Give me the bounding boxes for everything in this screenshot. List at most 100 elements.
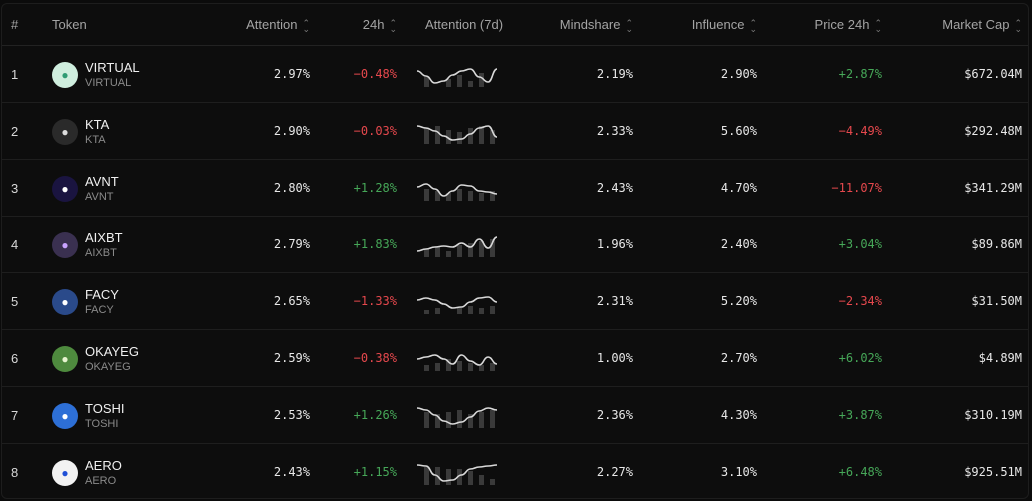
spark-bar [468,470,473,485]
spark-line [416,296,498,309]
spark-bar [490,363,495,371]
spark-bar [424,411,429,428]
spark-bar [446,411,451,428]
price-24h-value: +3.87% [838,407,882,422]
spark-bar [479,241,484,258]
spark-bar [490,409,495,428]
influence-value: 3.10% [720,464,757,479]
spark-bar [468,127,473,144]
spark-bar [468,190,473,201]
spark-bar [457,361,462,371]
marketcap-value: $4.89M [978,351,1022,365]
spark-bar [479,73,484,87]
spark-bar [479,474,484,485]
spark-bar [435,308,440,315]
table-row[interactable]: 4 ● AIXBT AIXBT 2.79% +1.83% 1.96% 2.40%… [2,216,1028,274]
table-row[interactable]: 8 ● AERO AERO 2.43% +1.15% 2.27% 3.10% +… [2,444,1028,498]
change-24h-value: +1.15% [353,464,397,479]
kta-logo-icon: ● [52,118,78,145]
token-name[interactable]: AERO [85,457,122,473]
spark-bar [435,413,440,428]
token-name[interactable]: KTA [85,116,110,132]
spark-bar [479,308,484,315]
table-row[interactable]: 3 ● AVNT AVNT 2.80% +1.28% 2.43% 4.70% −… [2,160,1028,217]
spark-line [416,406,498,425]
change-24h-value: −1.33% [353,294,397,309]
influence-value: 5.60% [720,123,757,138]
table-row[interactable]: 5 ● FACY FACY 2.65% −1.33% 2.31% 5.20% −… [2,273,1028,331]
spark-bar [435,363,440,371]
sort-icon: ⌃ ⌄ [389,17,397,34]
aero-logo-icon: ● [52,459,78,486]
col-mindshare-label: Mindshare [559,17,621,32]
spark-bar [490,306,495,315]
spark-bar [457,308,462,315]
col-marketcap-sort[interactable]: Market Cap ⌃ ⌄ [902,4,1022,46]
attention-value: 2.43% [273,464,310,479]
spark-bar [457,409,462,428]
attention-sparkline [416,182,498,201]
table-row[interactable]: 6 ● OKAYEG OKAYEG 2.59% −0.38% 1.00% 2.7… [2,330,1028,387]
spark-bar [479,192,484,201]
col-influence-label: Influence [691,17,745,32]
table-row[interactable]: 1 ● VIRTUAL VIRTUAL 2.97% −0.48% 2.19% 2… [2,46,1028,103]
token-name[interactable]: FACY [85,287,119,303]
col-24h-sort[interactable]: 24h ⌃ ⌄ [332,4,397,46]
col-token: Token [52,17,87,32]
spark-bar [479,365,484,371]
mindshare-value: 2.31% [596,294,633,309]
attention-value: 2.59% [273,351,310,365]
table-row[interactable]: 7 ● TOSHI TOSHI 2.53% +1.26% 2.36% 4.30%… [2,387,1028,444]
price-24h-value: +3.04% [838,237,882,252]
spark-bar [457,468,462,485]
avnt-logo-icon: ● [52,175,78,202]
spark-line [416,463,498,482]
spark-bar [479,411,484,428]
token-name[interactable]: OKAYEG [85,344,139,359]
spark-bar [446,192,451,201]
attention-sparkline [416,236,498,258]
table-row[interactable]: 2 ● KTA KTA 2.90% −0.03% 2.33% 5.60% −4.… [2,103,1028,160]
token-name[interactable]: AVNT [85,173,119,189]
col-influence-sort[interactable]: Influence ⌃ ⌄ [662,4,757,46]
change-24h-value: −0.38% [353,351,397,365]
col-attention-label: Attention [246,17,298,32]
spark-line [416,124,498,141]
col-mindshare-sort[interactable]: Mindshare ⌃ ⌄ [542,4,633,46]
col-index: # [11,17,19,32]
token-symbol: VIRTUAL [85,77,132,89]
spark-line [416,354,498,366]
spark-bar [457,188,462,201]
attention-sparkline [416,463,498,485]
spark-bar [446,468,451,485]
token-name[interactable]: AIXBT [85,230,123,246]
spark-line [416,236,498,253]
spark-bar [424,127,429,144]
mindshare-value: 2.33% [596,123,633,138]
token-name[interactable]: VIRTUAL [85,60,140,75]
spark-bar [490,239,495,258]
token-symbol: AIXBT [85,247,117,260]
marketcap-value: $672.04M [964,67,1022,81]
mindshare-value: 2.19% [596,67,633,81]
col-price24h-label: Price 24h [814,17,870,32]
token-symbol: OKAYEG [85,361,131,373]
attention-value: 2.79% [273,237,310,252]
spark-bar [457,131,462,144]
spark-bar [490,190,495,201]
token-symbol: TOSHI [85,417,119,430]
col-price24h-sort[interactable]: Price 24h ⌃ ⌄ [782,4,882,46]
influence-value: 2.90% [720,67,757,81]
token-name[interactable]: TOSHI [85,400,125,416]
sort-icon: ⌃ ⌄ [1014,17,1022,34]
spark-bar [490,478,495,485]
change-24h-value: −0.03% [353,123,397,138]
marketcap-value: $925.51M [964,464,1022,479]
price-24h-value: −11.07% [831,180,882,195]
marketcap-value: $310.19M [964,407,1022,422]
sort-icon: ⌃ ⌄ [302,17,310,34]
facy-logo-icon: ● [52,289,78,316]
marketcap-value: $31.50M [971,294,1022,309]
col-attention-sort[interactable]: Attention ⌃ ⌄ [202,4,310,46]
attention-sparkline [416,124,498,144]
